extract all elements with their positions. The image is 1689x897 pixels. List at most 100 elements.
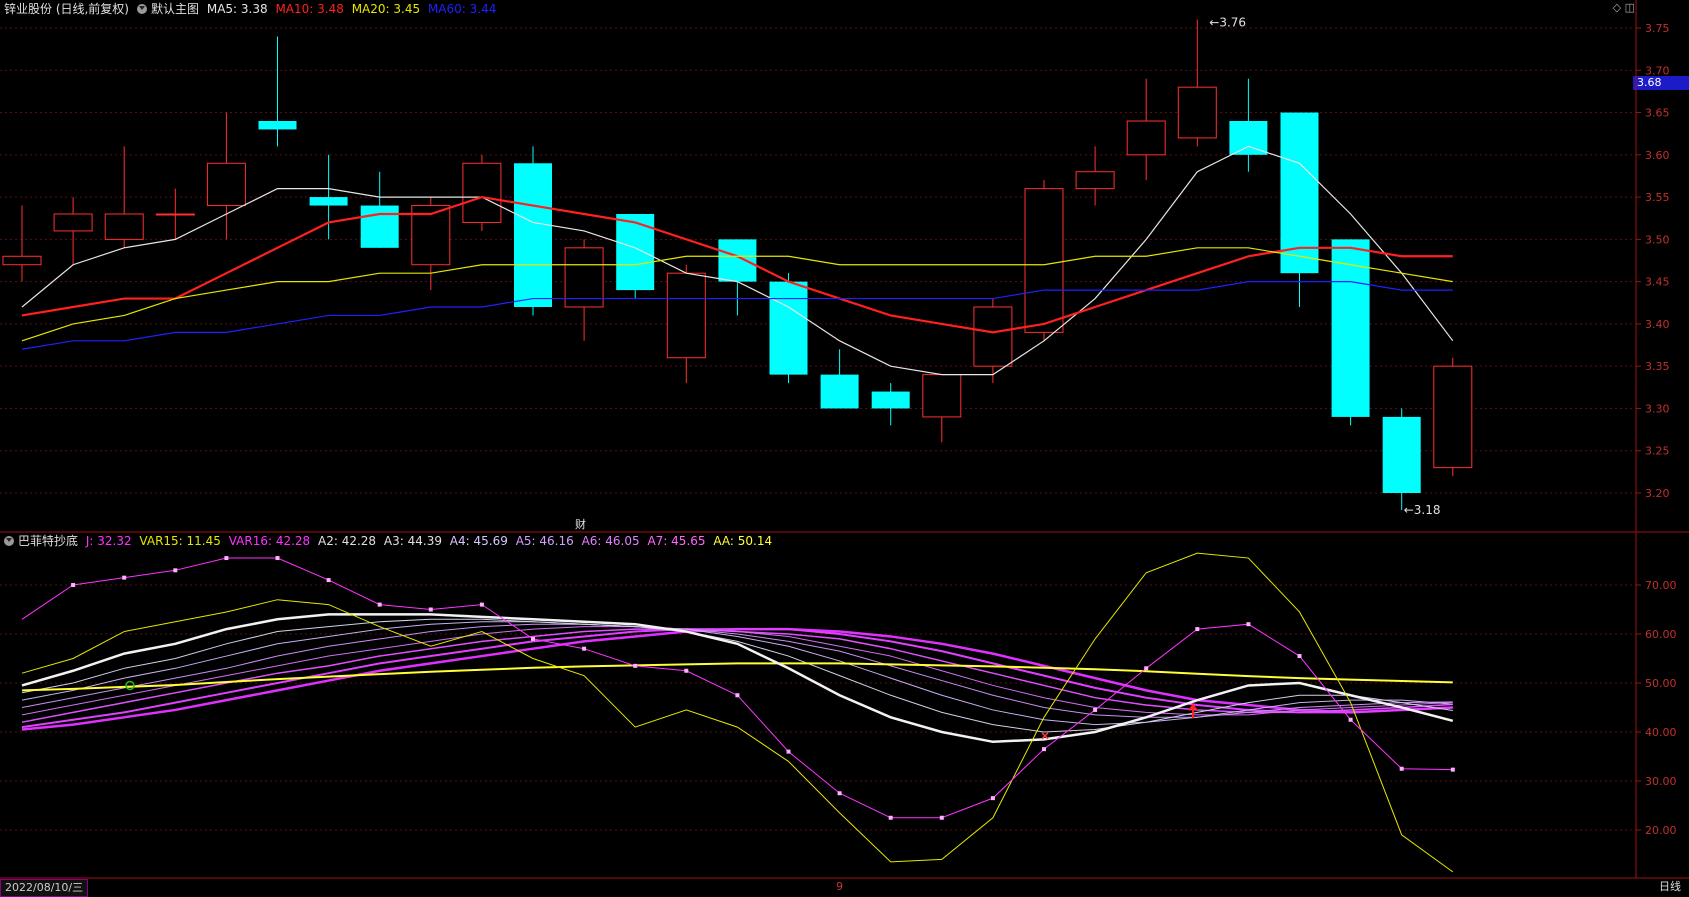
j-point [1450, 767, 1455, 772]
candle [1126, 78, 1166, 181]
a4-value: A4: 45.69 [449, 534, 508, 548]
candle-body [871, 391, 910, 409]
ma5-value: MA5: 3.38 [206, 2, 268, 16]
candle [1024, 180, 1064, 341]
j-point [735, 693, 740, 698]
low-annotation: ←3.18 [1404, 503, 1441, 517]
j-point [275, 556, 280, 561]
up-arrow-marker [1188, 703, 1198, 719]
candle-body [973, 306, 1013, 367]
j-point [1042, 747, 1046, 752]
j-point [990, 796, 995, 801]
j-point [939, 815, 944, 820]
candle [309, 154, 348, 240]
candle [1229, 78, 1268, 172]
candle [155, 188, 195, 240]
series-ma5-line [21, 145, 1454, 376]
candle [718, 239, 757, 316]
template-name[interactable]: 默认主图 [151, 2, 200, 16]
price-tick-label: 3.50 [1645, 233, 1670, 246]
indicator-tick-label: 40.00 [1645, 726, 1677, 739]
indicator-toggle-icon[interactable] [4, 536, 14, 546]
j-point [1399, 766, 1404, 771]
candle-body [514, 163, 552, 307]
candle [411, 197, 451, 291]
indicator-tick-label: 30.00 [1645, 775, 1677, 788]
price-tick-label: 3.60 [1645, 149, 1670, 162]
price-tick-label: 3.30 [1645, 402, 1670, 415]
price-tick-label: 3.20 [1645, 487, 1670, 500]
indicator-name[interactable]: 巴菲特抄底 [18, 534, 79, 548]
candle [2, 205, 42, 282]
j-point [173, 568, 178, 573]
date-readout: 2022/08/10/三 [0, 879, 89, 897]
a6-value: A6: 46.05 [581, 534, 640, 548]
indicator-tick-label: 70.00 [1645, 579, 1677, 592]
aa-value: AA: 50.14 [713, 534, 773, 548]
j-point [837, 791, 842, 796]
series-ma20-line [21, 247, 1453, 342]
series-var15-line [21, 552, 1454, 873]
a2-value: A2: 42.28 [318, 534, 377, 548]
candle-body [616, 214, 655, 291]
indicator-header: 巴菲特抄底 J: 32.32 VAR15: 11.45 VAR16: 42.28… [4, 534, 776, 548]
j-point [1246, 622, 1251, 627]
price-tick-label: 3.65 [1645, 107, 1670, 120]
price-tick-label: 3.40 [1645, 318, 1670, 331]
ma10-value: MA10: 3.48 [275, 2, 344, 16]
candle-body [1075, 171, 1115, 190]
candle-body [1126, 120, 1166, 156]
candle-body [1331, 239, 1370, 417]
candle [871, 383, 910, 426]
series-a3-line [21, 618, 1453, 733]
candle [564, 239, 604, 341]
buy-signal-marker [125, 680, 135, 691]
candle [769, 273, 808, 384]
j-point [428, 607, 433, 612]
candle [666, 264, 706, 384]
window-controls[interactable]: ◇ ◫ [1612, 1, 1635, 14]
finance-marker: 财 [575, 517, 586, 531]
j-point [326, 578, 331, 583]
j-point [633, 663, 638, 668]
indicator-tick-label: 50.00 [1645, 677, 1677, 690]
a5-value: A5: 46.16 [515, 534, 574, 548]
j-point [122, 575, 127, 580]
last-price-tag: 3.68 [1633, 76, 1689, 90]
price-tick-label: 3.35 [1645, 360, 1670, 373]
candle-body [462, 162, 502, 223]
a7-value: A7: 45.65 [647, 534, 706, 548]
j-point [1348, 717, 1353, 722]
ma60-value: MA60: 3.44 [427, 2, 497, 16]
candle [1075, 146, 1115, 206]
period-label[interactable]: 日线 [1659, 880, 1681, 893]
candle [1331, 239, 1370, 426]
candle-body [922, 374, 962, 418]
candle [258, 36, 297, 147]
candle-body [2, 255, 42, 266]
ma20-value: MA20: 3.45 [351, 2, 421, 16]
candle-body [411, 205, 451, 266]
price-tick-label: 3.25 [1645, 445, 1670, 458]
a3-value: A3: 44.39 [383, 534, 442, 548]
candle-body [564, 247, 604, 308]
series-a8-line [21, 628, 1453, 729]
candle-body [309, 197, 348, 206]
candle [514, 146, 552, 316]
j-point [479, 602, 484, 607]
candle [206, 112, 246, 240]
stock-title: 锌业股份 (日线,前复权) [4, 2, 129, 16]
series-aa-line [21, 662, 1453, 692]
j-point [888, 815, 893, 820]
price-tick-label: 3.75 [1645, 22, 1670, 35]
j-point [71, 583, 76, 587]
candle-body [258, 121, 297, 130]
j-point [786, 749, 791, 754]
j-point [1195, 627, 1200, 632]
candle [1280, 112, 1319, 307]
series-var16-line [21, 613, 1454, 744]
settings-toggle-icon[interactable] [137, 4, 147, 14]
candle [1177, 19, 1217, 147]
main-chart-header: 锌业股份 (日线,前复权) 默认主图 MA5: 3.38 MA10: 3.48 M… [4, 2, 500, 16]
